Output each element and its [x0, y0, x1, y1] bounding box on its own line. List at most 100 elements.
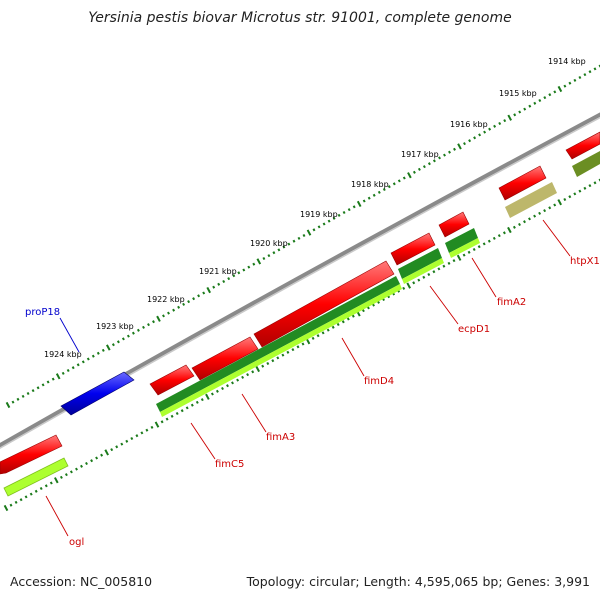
minor-tick	[177, 305, 181, 309]
minor-tick	[548, 206, 552, 210]
minor-tick	[316, 334, 320, 338]
gc-bar	[505, 182, 557, 218]
minor-tick	[26, 391, 30, 396]
major-tick	[406, 282, 411, 289]
minor-tick	[377, 190, 381, 194]
minor-tick	[231, 381, 234, 385]
minor-tick	[85, 461, 88, 466]
minor-tick	[215, 389, 219, 393]
gene-label-fimA2: fimA2	[497, 297, 526, 308]
gene-label-ogl: ogl	[69, 537, 84, 548]
gene-label-ecpD1: ecpD1	[458, 324, 490, 335]
minor-tick	[342, 210, 346, 215]
minor-tick	[51, 377, 55, 381]
minor-tick	[227, 277, 231, 281]
minor-tick	[172, 308, 176, 312]
minor-tick	[553, 90, 557, 94]
minor-tick	[493, 124, 497, 128]
minor-tick	[367, 196, 371, 200]
minor-tick	[346, 317, 350, 321]
minor-tick	[200, 398, 204, 402]
minor-tick	[412, 281, 416, 285]
gene-block	[253, 260, 395, 348]
minor-tick	[351, 314, 355, 318]
minor-tick	[417, 278, 421, 282]
gene-block	[0, 434, 63, 475]
major-tick	[154, 421, 160, 428]
minor-tick	[242, 268, 246, 272]
minor-tick	[120, 442, 124, 446]
tick-label: 1922 kbp	[147, 295, 185, 304]
minor-tick	[125, 439, 129, 443]
minor-tick	[75, 467, 78, 471]
major-tick	[456, 254, 462, 261]
gene-label-fimD4: fimD4	[364, 376, 394, 387]
major-tick	[205, 393, 210, 400]
minor-tick	[437, 267, 441, 271]
minor-tick	[110, 448, 114, 452]
minor-tick	[266, 361, 270, 366]
major-tick	[106, 344, 111, 351]
minor-tick	[287, 242, 291, 246]
minor-tick	[160, 420, 164, 424]
minor-tick	[317, 225, 321, 229]
minor-tick	[136, 328, 140, 332]
minor-tick	[382, 187, 386, 192]
minor-tick	[432, 270, 436, 274]
minor-tick	[512, 225, 516, 229]
minor-tick	[312, 228, 316, 232]
minor-tick	[302, 233, 306, 238]
minor-tick	[402, 176, 406, 180]
minor-tick	[468, 139, 472, 143]
minor-tick	[86, 357, 90, 361]
minor-tick	[548, 93, 552, 97]
minor-tick	[39, 486, 43, 491]
gene-block	[149, 364, 195, 396]
minor-tick	[502, 231, 506, 235]
minor-tick	[337, 213, 341, 217]
minor-tick	[212, 285, 216, 289]
minor-tick	[11, 400, 15, 404]
minor-tick	[162, 314, 165, 318]
minor-tick	[49, 481, 53, 485]
minor-tick	[80, 464, 83, 468]
major-tick	[256, 258, 262, 265]
minor-tick	[573, 192, 577, 196]
minor-tick	[121, 337, 125, 341]
minor-tick	[533, 101, 537, 105]
minor-tick	[327, 219, 331, 223]
gc-bar	[156, 276, 400, 412]
minor-tick	[297, 236, 301, 240]
minor-tick	[241, 375, 245, 379]
gc-bar	[3, 457, 69, 497]
minor-tick	[528, 104, 532, 108]
minor-tick	[66, 368, 70, 373]
minor-tick	[438, 156, 441, 160]
tick-label: 1919 kbp	[300, 210, 338, 219]
minor-tick	[543, 209, 547, 213]
tick-label: 1921 kbp	[199, 267, 237, 276]
gene-label-fimA3: fimA3	[266, 432, 295, 443]
minor-tick	[462, 253, 466, 257]
minor-tick	[523, 220, 526, 224]
minor-tick	[221, 386, 224, 391]
minor-tick	[81, 360, 85, 364]
minor-tick	[185, 406, 189, 410]
reverse-genes	[60, 371, 135, 416]
minor-tick	[387, 185, 391, 189]
minor-tick	[447, 261, 451, 265]
major-tick	[54, 477, 59, 484]
minor-tick	[16, 397, 20, 401]
major-tick	[5, 401, 11, 409]
accession-label: Accession: NC_005810	[10, 574, 153, 589]
minor-tick	[482, 242, 486, 246]
minor-tick	[588, 70, 592, 74]
gene-block	[60, 371, 135, 416]
minor-tick	[190, 403, 194, 407]
gene-label-fimC5: fimC5	[215, 459, 244, 470]
minor-tick	[533, 214, 537, 218]
minor-tick	[563, 84, 567, 88]
minor-tick	[195, 400, 199, 404]
minor-tick	[518, 222, 521, 227]
inner-tick-track	[3, 178, 600, 512]
